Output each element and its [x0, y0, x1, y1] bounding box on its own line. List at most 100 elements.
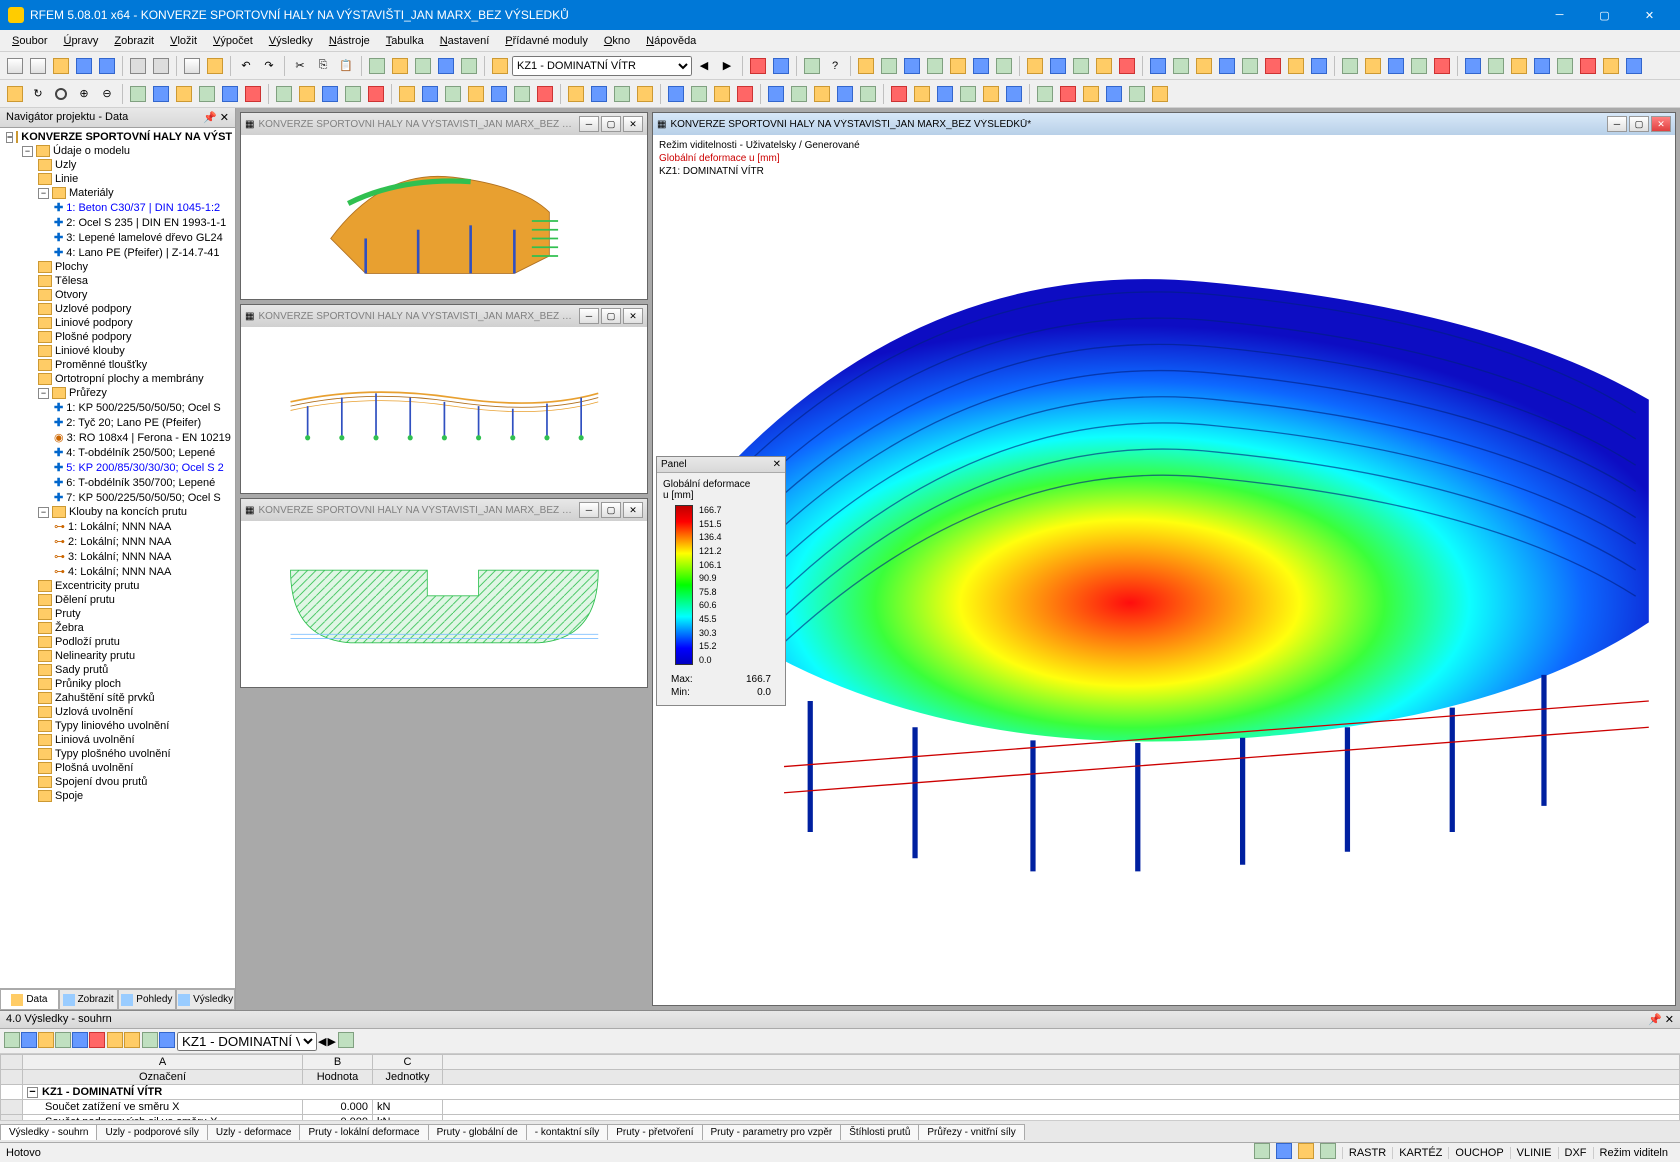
expander-icon[interactable]: −	[22, 146, 33, 157]
view-button-15[interactable]	[342, 83, 364, 105]
tree-item[interactable]: Průniky ploch	[2, 677, 233, 691]
tree-item[interactable]: Podloží prutu	[2, 635, 233, 649]
nav-tab-výsledky[interactable]: Výsledky	[176, 989, 235, 1010]
print-preview-button[interactable]	[150, 55, 172, 77]
expander-icon[interactable]: −	[6, 132, 13, 143]
paste-button[interactable]: 📋	[335, 55, 357, 77]
tree-item[interactable]: Spoje	[2, 789, 233, 803]
save-button[interactable]	[73, 55, 95, 77]
tree-item[interactable]: Plošná uvolnění	[2, 761, 233, 775]
tree-item[interactable]: ✚ 3: Lepené lamelové dřevo GL24	[2, 230, 233, 245]
tool-al-button[interactable]	[1531, 55, 1553, 77]
view-button-40[interactable]	[957, 83, 979, 105]
view-button-14[interactable]	[319, 83, 341, 105]
tree-item[interactable]: − KONVERZE SPORTOVNÍ HALY NA VÝST	[2, 130, 233, 144]
mdi-min-2[interactable]: ─	[579, 308, 599, 324]
tree-item[interactable]: Nelinearity prutu	[2, 649, 233, 663]
tool-d-button[interactable]	[435, 55, 457, 77]
row-unit[interactable]: kN	[373, 1100, 443, 1115]
tool-ap-button[interactable]	[1623, 55, 1645, 77]
rt-btn-10[interactable]	[159, 1032, 175, 1051]
view-button-5[interactable]: ⊖	[96, 83, 118, 105]
rt-btn-8[interactable]	[124, 1032, 140, 1051]
tool-s-button[interactable]	[1070, 55, 1092, 77]
tool-af-button[interactable]	[1385, 55, 1407, 77]
tool-c-button[interactable]	[412, 55, 434, 77]
tool-l-button[interactable]	[901, 55, 923, 77]
model-view-main[interactable]: Režim viditelnosti - Uživatelsky / Gener…	[653, 135, 1675, 1005]
navigator-pin-icon[interactable]: 📌 ✕	[203, 111, 229, 124]
view-button-23[interactable]	[534, 83, 556, 105]
close-button[interactable]: ✕	[1627, 0, 1672, 30]
tool-ag-button[interactable]	[1408, 55, 1430, 77]
tool-x-button[interactable]	[1193, 55, 1215, 77]
tree-item[interactable]: Liniové podpory	[2, 316, 233, 330]
view-button-10[interactable]	[219, 83, 241, 105]
tree-item[interactable]: − Průřezy	[2, 386, 233, 400]
tool-a-button[interactable]	[366, 55, 388, 77]
results-tab[interactable]: Uzly - podporové síly	[96, 1124, 207, 1140]
view-button-19[interactable]	[442, 83, 464, 105]
tool-am-button[interactable]	[1554, 55, 1576, 77]
mdi-min-main[interactable]: ─	[1607, 116, 1627, 132]
open-button[interactable]	[50, 55, 72, 77]
view-button-31[interactable]	[734, 83, 756, 105]
row-blank[interactable]	[443, 1100, 1680, 1115]
status-segment[interactable]: VLINIE	[1510, 1147, 1558, 1159]
maximize-button[interactable]: ▢	[1582, 0, 1627, 30]
menu-nastavení[interactable]: Nastavení	[432, 33, 498, 49]
tree-item[interactable]: Uzlové podpory	[2, 302, 233, 316]
tree-item[interactable]: Spojení dvou prutů	[2, 775, 233, 789]
view-button-9[interactable]	[196, 83, 218, 105]
rt-prev[interactable]: ◀	[318, 1035, 326, 1048]
tree-item[interactable]: ✚ 4: T-obdélník 250/500; Lepené	[2, 445, 233, 460]
view-button-22[interactable]	[511, 83, 533, 105]
nav-tab-pohledy[interactable]: Pohledy	[118, 989, 177, 1010]
view-button-25[interactable]	[588, 83, 610, 105]
tool-ab-button[interactable]	[1285, 55, 1307, 77]
tool-ao-button[interactable]	[1600, 55, 1622, 77]
view-button-42[interactable]	[1003, 83, 1025, 105]
tree-item[interactable]: ✚ 6: T-obdélník 350/700; Lepené	[2, 475, 233, 490]
view-button-8[interactable]	[173, 83, 195, 105]
page-button[interactable]	[181, 55, 203, 77]
tool-y-button[interactable]	[1216, 55, 1238, 77]
view-button-35[interactable]	[834, 83, 856, 105]
new-button[interactable]	[4, 55, 26, 77]
tree-item[interactable]: Linie	[2, 172, 233, 186]
status-icon-2[interactable]	[1276, 1143, 1292, 1162]
tree-item[interactable]: ✚ 1: Beton C30/37 | DIN 1045-1:2	[2, 200, 233, 215]
model-view-2[interactable]	[241, 327, 647, 493]
view-button-20[interactable]	[465, 83, 487, 105]
tree-item[interactable]: Typy plošného uvolnění	[2, 747, 233, 761]
view-button-24[interactable]	[565, 83, 587, 105]
tree-item[interactable]: Dělení prutu	[2, 593, 233, 607]
lock-button[interactable]	[204, 55, 226, 77]
view-button-47[interactable]	[1126, 83, 1148, 105]
view-button-28[interactable]	[665, 83, 687, 105]
tool-o-button[interactable]	[970, 55, 992, 77]
view-button-4[interactable]: ⊕	[73, 83, 95, 105]
tool-v-button[interactable]	[1147, 55, 1169, 77]
status-segment[interactable]: Režim viditeln	[1593, 1147, 1674, 1159]
tree-item[interactable]: Zahuštění sítě prvků	[2, 691, 233, 705]
view-button-46[interactable]	[1103, 83, 1125, 105]
tree-item[interactable]: Uzlová uvolnění	[2, 705, 233, 719]
view-button-3[interactable]	[50, 83, 72, 105]
th-b[interactable]: B	[303, 1055, 373, 1070]
tree-item[interactable]: − Materiály	[2, 186, 233, 200]
status-segment[interactable]: OUCHOP	[1448, 1147, 1509, 1159]
view-button-26[interactable]	[611, 83, 633, 105]
tree-item[interactable]: − Údaje o modelu	[2, 144, 233, 158]
mdi-close-2[interactable]: ✕	[623, 308, 643, 324]
mdi-min-3[interactable]: ─	[579, 502, 599, 518]
copy-button[interactable]: ⎘	[312, 55, 334, 77]
prev-button[interactable]: ◀	[693, 55, 715, 77]
row-head[interactable]	[1, 1100, 23, 1115]
section-label[interactable]: −KZ1 - DOMINATNÍ VÍTR	[23, 1085, 1680, 1100]
rt-next[interactable]: ▶	[327, 1035, 335, 1048]
view-button-2[interactable]: ↻	[27, 83, 49, 105]
mdi-title-main[interactable]: ▦ KONVERZE SPORTOVNÍ HALY NA VÝSTAVIŠTI_…	[653, 113, 1675, 135]
minimize-button[interactable]: ─	[1537, 0, 1582, 30]
new2-button[interactable]	[27, 55, 49, 77]
